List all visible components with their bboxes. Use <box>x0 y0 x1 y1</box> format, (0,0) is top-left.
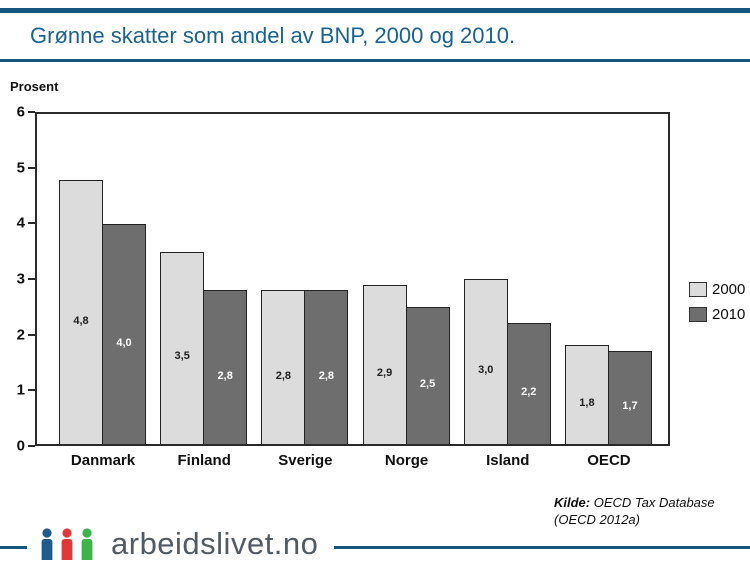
bar-value-label: 2,8 <box>318 369 335 382</box>
bar-2010-norge: 2,5 <box>405 306 450 444</box>
bar-2000-danmark: 4,8 <box>59 180 103 444</box>
y-tick-label-1: 1 <box>16 381 25 399</box>
y-tick-1 <box>28 389 35 392</box>
source-prefix: Kilde: OECD Tax Database <box>554 495 715 510</box>
bar-value-label: 2,2 <box>521 386 537 398</box>
logo-text: arbeidslivet.no <box>111 525 319 561</box>
legend-swatch-2010 <box>689 307 707 322</box>
y-tick-label-6: 6 <box>16 103 25 121</box>
person-icon-1 <box>41 527 53 560</box>
y-axis: 0 1 2 3 4 5 6 <box>0 104 35 455</box>
bar-value-label: 3,5 <box>174 350 190 363</box>
legend-item-2010: 2010 <box>689 306 745 323</box>
source-note: Kilde: OECD Tax Database (OECD 2012a) <box>554 494 734 528</box>
y-tick-label-2: 2 <box>16 326 25 344</box>
bar-value-label: 2,8 <box>217 369 233 382</box>
bar-value-label: 1,8 <box>579 397 595 409</box>
bar-2000-finland: 3,5 <box>160 251 205 444</box>
bar-value-label: 1,7 <box>622 399 638 412</box>
y-tick-0 <box>28 445 35 447</box>
bottom-divider <box>0 546 750 549</box>
bar-2010-danmark: 4,0 <box>102 224 146 444</box>
source-line2: (OECD 2012a) <box>554 512 640 528</box>
bar-2000-oecd: 1,8 <box>564 345 609 444</box>
chart-legend: 2000 2010 <box>689 281 745 331</box>
legend-swatch-2000 <box>689 282 707 297</box>
category-label-danmark: Danmark <box>70 452 136 469</box>
category-label-sverige: Sverige <box>278 452 333 469</box>
y-axis-unit-label: Prosent <box>10 79 59 94</box>
bar-value-label: 3,0 <box>478 364 494 376</box>
bar-2010-island: 2,2 <box>506 323 551 444</box>
y-tick-3 <box>28 278 35 280</box>
bar-group-finland: 3,5 2,8 Finland <box>160 114 248 469</box>
top-divider <box>0 8 750 13</box>
y-tick-label-4: 4 <box>16 214 25 232</box>
bar-group-sverige: 2,8 2,8 Sverige <box>261 114 349 469</box>
title-divider <box>0 59 750 62</box>
y-tick-4 <box>28 222 35 225</box>
bar-2010-finland: 2,8 <box>203 290 248 444</box>
y-tick-6 <box>28 111 35 113</box>
arbeidslivet-logo[interactable]: arbeidslivet.no <box>27 520 335 568</box>
y-tick-2 <box>28 333 35 336</box>
category-label-oecd: OECD <box>587 452 631 469</box>
person-icon-2 <box>61 527 73 560</box>
y-tick-label-5: 5 <box>16 159 25 177</box>
bar-2000-norge: 2,9 <box>362 284 407 444</box>
people-icons <box>39 527 99 561</box>
bar-group-island: 3,0 2,2 Island <box>463 114 552 469</box>
y-tick-5 <box>28 166 35 169</box>
bar-group-oecd: 1,8 1,7 OECD <box>564 114 653 469</box>
bar-2010-oecd: 1,7 <box>607 350 652 444</box>
legend-label-2000: 2000 <box>712 281 746 298</box>
bar-2010-sverige: 2,8 <box>304 290 349 444</box>
bar-value-label: 2,9 <box>376 366 393 379</box>
bar-value-label: 2,5 <box>419 377 436 390</box>
bar-value-label: 2,8 <box>275 369 292 382</box>
category-label-norge: Norge <box>384 452 429 469</box>
bar-group-danmark: 4,8 4,0 Danmark <box>59 114 147 469</box>
y-tick-label-0: 0 <box>16 437 25 455</box>
legend-label-2010: 2010 <box>712 306 746 323</box>
source-text: OECD Tax Database <box>590 495 715 510</box>
bar-chart-plot-area: 4,8 4,0 Danmark 3,5 2,8 Finland 2,8 2,8 Sverige 2… <box>35 112 670 469</box>
bar-2000-island: 3,0 <box>463 279 508 444</box>
bar-group-norge: 2,9 2,5 Norge <box>362 114 451 469</box>
category-label-finland: Finland <box>177 452 231 469</box>
category-label-island: Island <box>486 452 530 469</box>
y-tick-label-3: 3 <box>16 270 25 288</box>
person-icon-3 <box>81 527 93 560</box>
bar-value-label: 4,8 <box>73 314 89 327</box>
bar-2000-sverige: 2,8 <box>261 290 306 444</box>
legend-item-2000: 2000 <box>689 281 745 298</box>
bar-value-label: 4,0 <box>116 336 132 349</box>
page-title: Grønne skatter som andel av BNP, 2000 og… <box>30 23 516 48</box>
